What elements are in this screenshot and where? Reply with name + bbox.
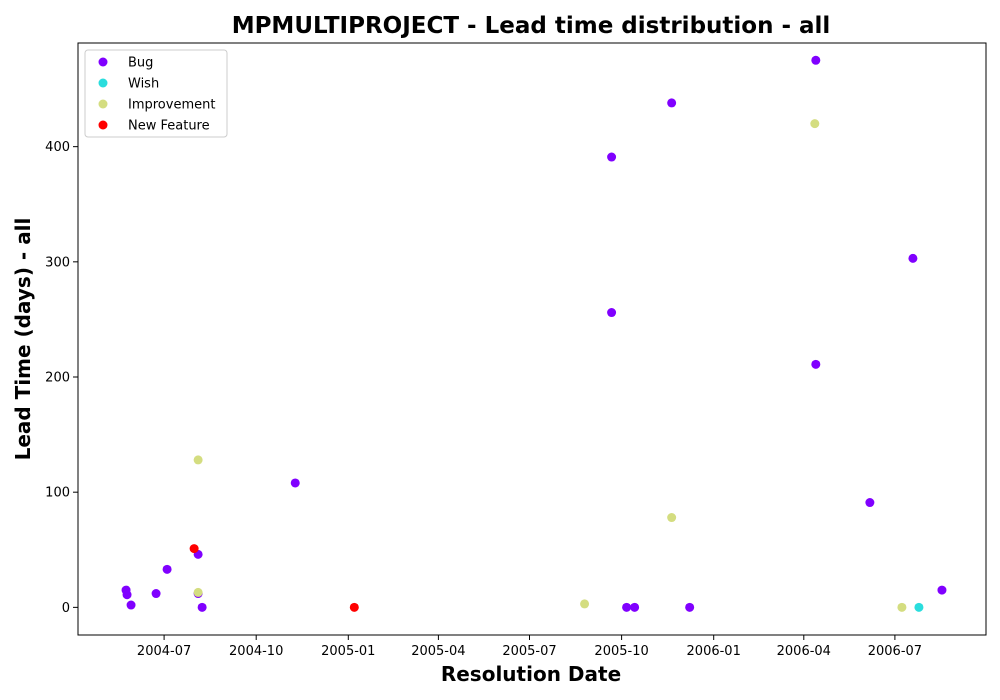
data-point — [908, 253, 918, 263]
data-point — [193, 587, 203, 597]
data-point — [580, 599, 590, 609]
legend-box — [84, 49, 228, 138]
data-point — [162, 564, 172, 574]
x-tick-label: 2006-04 — [777, 644, 831, 659]
legend-entry: Bug — [128, 56, 153, 71]
x-tick-label: 2005-04 — [411, 644, 465, 659]
data-points — [121, 55, 947, 612]
chart-title: MPMULTIPROJECT - Lead time distribution … — [232, 13, 831, 39]
series-new-feature — [189, 544, 359, 612]
y-tick-label: 100 — [45, 486, 70, 501]
x-tick-label: 2005-01 — [321, 644, 375, 659]
y-tick-label: 300 — [45, 255, 70, 270]
data-point — [667, 98, 677, 108]
legend: Bug Wish Improvement New Feature — [84, 49, 228, 138]
data-point — [685, 602, 695, 612]
data-point — [865, 498, 875, 508]
data-point — [151, 589, 161, 599]
data-point — [811, 55, 821, 65]
data-point — [914, 602, 924, 612]
data-point — [811, 359, 821, 369]
y-axis-label: Lead Time (days) - all — [11, 218, 35, 461]
x-axis-label: Resolution Date — [441, 662, 621, 686]
legend-marker — [98, 78, 108, 88]
x-tick-label: 2004-10 — [229, 644, 283, 659]
y-tick-label: 0 — [62, 601, 70, 616]
plot-area — [77, 42, 987, 636]
x-tick-label: 2006-07 — [868, 644, 922, 659]
data-point — [126, 600, 136, 610]
legend-entry: New Feature — [128, 119, 210, 134]
data-point — [122, 590, 132, 600]
data-point — [193, 455, 203, 465]
data-point — [667, 513, 677, 523]
legend-marker — [98, 120, 108, 130]
x-axis-ticks: 2004-07 2004-10 2005-01 2005-04 2005-07 2005-… — [137, 635, 922, 659]
data-point — [197, 602, 207, 612]
data-point — [290, 478, 300, 488]
series-wish — [914, 602, 924, 612]
x-tick-label: 2005-07 — [502, 644, 556, 659]
data-point — [622, 602, 632, 612]
y-tick-label: 200 — [45, 371, 70, 386]
data-point — [607, 152, 617, 162]
y-tick-label: 400 — [45, 140, 70, 155]
legend-marker — [98, 57, 108, 67]
data-point — [937, 585, 947, 595]
data-point — [810, 119, 820, 129]
legend-marker — [98, 99, 108, 109]
series-improvement — [193, 119, 907, 612]
x-tick-label: 2004-07 — [137, 644, 191, 659]
y-axis-ticks: 0 100 200 300 400 — [45, 140, 78, 616]
x-tick-label: 2006-01 — [687, 644, 741, 659]
data-point — [630, 602, 640, 612]
data-point — [607, 308, 617, 318]
data-point — [349, 602, 359, 612]
data-point — [189, 544, 199, 554]
legend-entry: Improvement — [128, 98, 215, 113]
x-tick-label: 2005-10 — [594, 644, 648, 659]
legend-entry: Wish — [128, 77, 159, 92]
series-bug — [121, 55, 947, 612]
data-point — [897, 602, 907, 612]
